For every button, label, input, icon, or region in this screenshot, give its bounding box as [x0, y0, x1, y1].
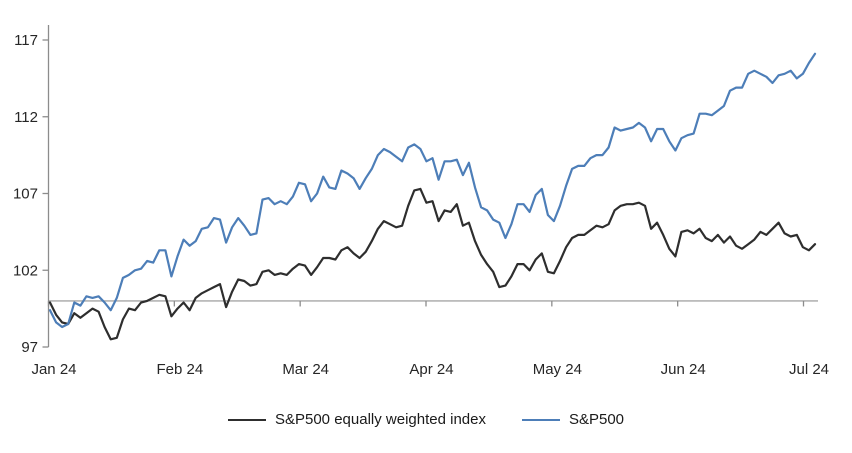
- svg-text:Feb 24: Feb 24: [156, 361, 203, 378]
- svg-text:Jul 24: Jul 24: [789, 361, 829, 378]
- svg-text:117: 117: [14, 32, 38, 49]
- legend-item-equal-weight: S&P500 equally weighted index: [227, 411, 486, 428]
- svg-text:107: 107: [13, 186, 38, 203]
- svg-text:Mar 24: Mar 24: [282, 361, 329, 378]
- equal-weight-line-swatch: [227, 418, 266, 421]
- svg-text:Apr 24: Apr 24: [409, 361, 453, 378]
- equal-weight-legend-label: S&P500 equally weighted index: [274, 411, 486, 428]
- chart-legend: S&P500 equally weighted index S&P500: [0, 411, 852, 428]
- sp500-legend-label: S&P500: [568, 411, 625, 428]
- svg-text:112: 112: [14, 109, 38, 126]
- svg-text:May 24: May 24: [533, 361, 582, 378]
- svg-text:102: 102: [13, 262, 38, 279]
- svg-text:97: 97: [21, 339, 38, 356]
- legend-item-sp500: S&P500: [521, 411, 625, 428]
- sp500-line-swatch: [521, 418, 560, 421]
- svg-text:Jan 24: Jan 24: [31, 361, 76, 378]
- svg-text:Jun 24: Jun 24: [661, 361, 706, 378]
